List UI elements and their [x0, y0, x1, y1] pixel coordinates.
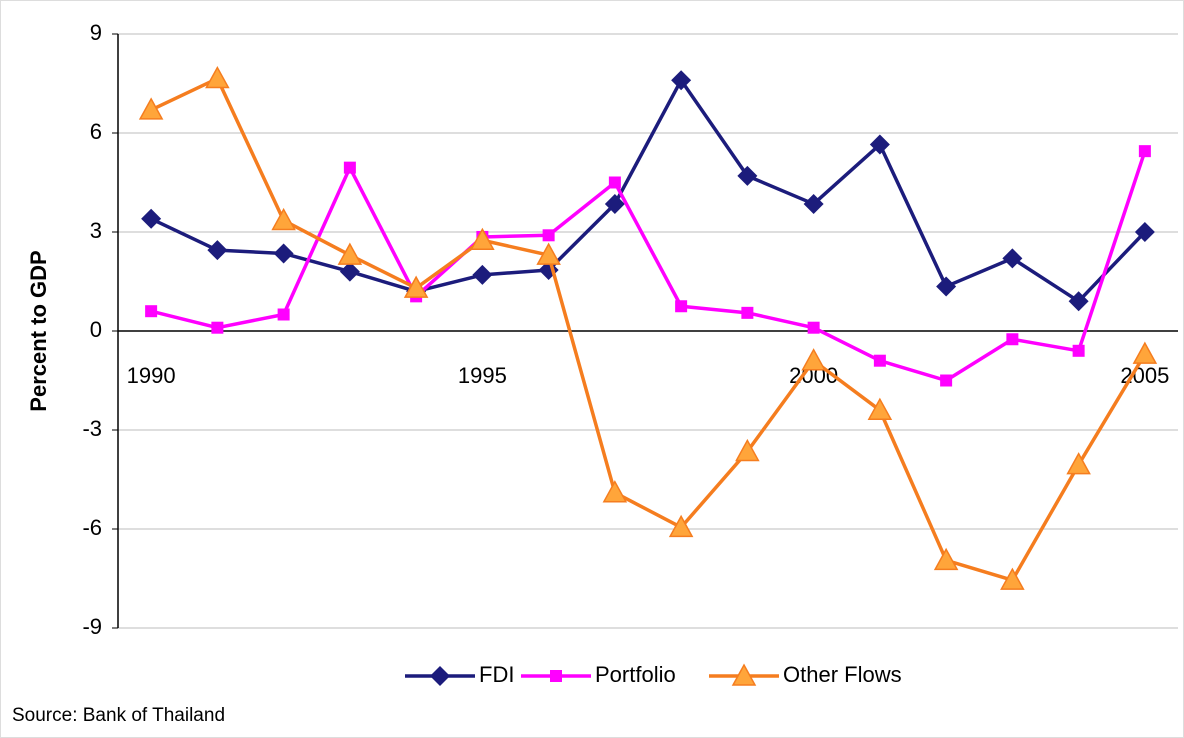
marker [1132, 341, 1158, 364]
marker [807, 321, 820, 334]
marker [608, 176, 621, 189]
y-axis-label: Percent to GDP [26, 250, 51, 411]
marker [339, 261, 360, 282]
marker [273, 243, 294, 264]
marker [735, 438, 760, 462]
x-tick-label: 1990 [127, 363, 176, 388]
legend-label: Other Flows [783, 662, 902, 687]
marker [277, 308, 290, 321]
marker [211, 321, 224, 334]
y-tick-label: -9 [82, 614, 102, 639]
y-tick-label: -6 [82, 515, 102, 540]
legend-label: Portfolio [595, 662, 676, 687]
marker [542, 229, 555, 242]
marker [1066, 452, 1091, 475]
legend-marker [731, 663, 757, 686]
marker [869, 134, 890, 155]
marker [271, 207, 296, 231]
x-tick-label: 1995 [458, 363, 507, 388]
y-tick-label: 0 [90, 317, 102, 342]
marker [873, 354, 886, 367]
marker [801, 348, 826, 371]
marker [1002, 248, 1023, 269]
marker [138, 97, 164, 120]
marker [604, 193, 625, 214]
marker [337, 242, 363, 265]
marker [1000, 567, 1025, 590]
marker [207, 240, 228, 261]
legend: FDI Portfolio Other Flows [405, 662, 902, 687]
y-tick-label: 3 [90, 218, 102, 243]
marker [470, 227, 495, 250]
marker [940, 374, 953, 387]
marker [1068, 291, 1089, 312]
y-tick-label: 6 [90, 119, 102, 144]
marker [205, 65, 230, 89]
marker [741, 306, 754, 319]
marker [737, 165, 758, 186]
marker [668, 514, 694, 538]
marker [933, 547, 959, 571]
marker [343, 161, 356, 174]
series-line [150, 150, 1147, 383]
legend-marker [550, 670, 562, 682]
marker [936, 276, 957, 297]
marker [145, 305, 158, 318]
legend-label: FDI [479, 662, 514, 687]
series-line [150, 78, 1147, 304]
marker [675, 300, 688, 313]
legend-marker [430, 666, 450, 686]
y-tick-label: 9 [90, 20, 102, 45]
marker [536, 242, 561, 265]
marker [867, 397, 893, 420]
marker [1006, 333, 1019, 346]
y-tick-label: -3 [82, 416, 102, 441]
marker [472, 264, 493, 285]
marker [1138, 145, 1151, 158]
marker [671, 70, 692, 91]
source-note: Source: Bank of Thailand [12, 705, 225, 726]
marker [803, 193, 824, 214]
series-line [150, 76, 1147, 582]
marker [141, 208, 162, 229]
marker [403, 275, 429, 298]
marker [1072, 344, 1085, 357]
marker [1134, 222, 1155, 242]
marker [602, 480, 628, 503]
